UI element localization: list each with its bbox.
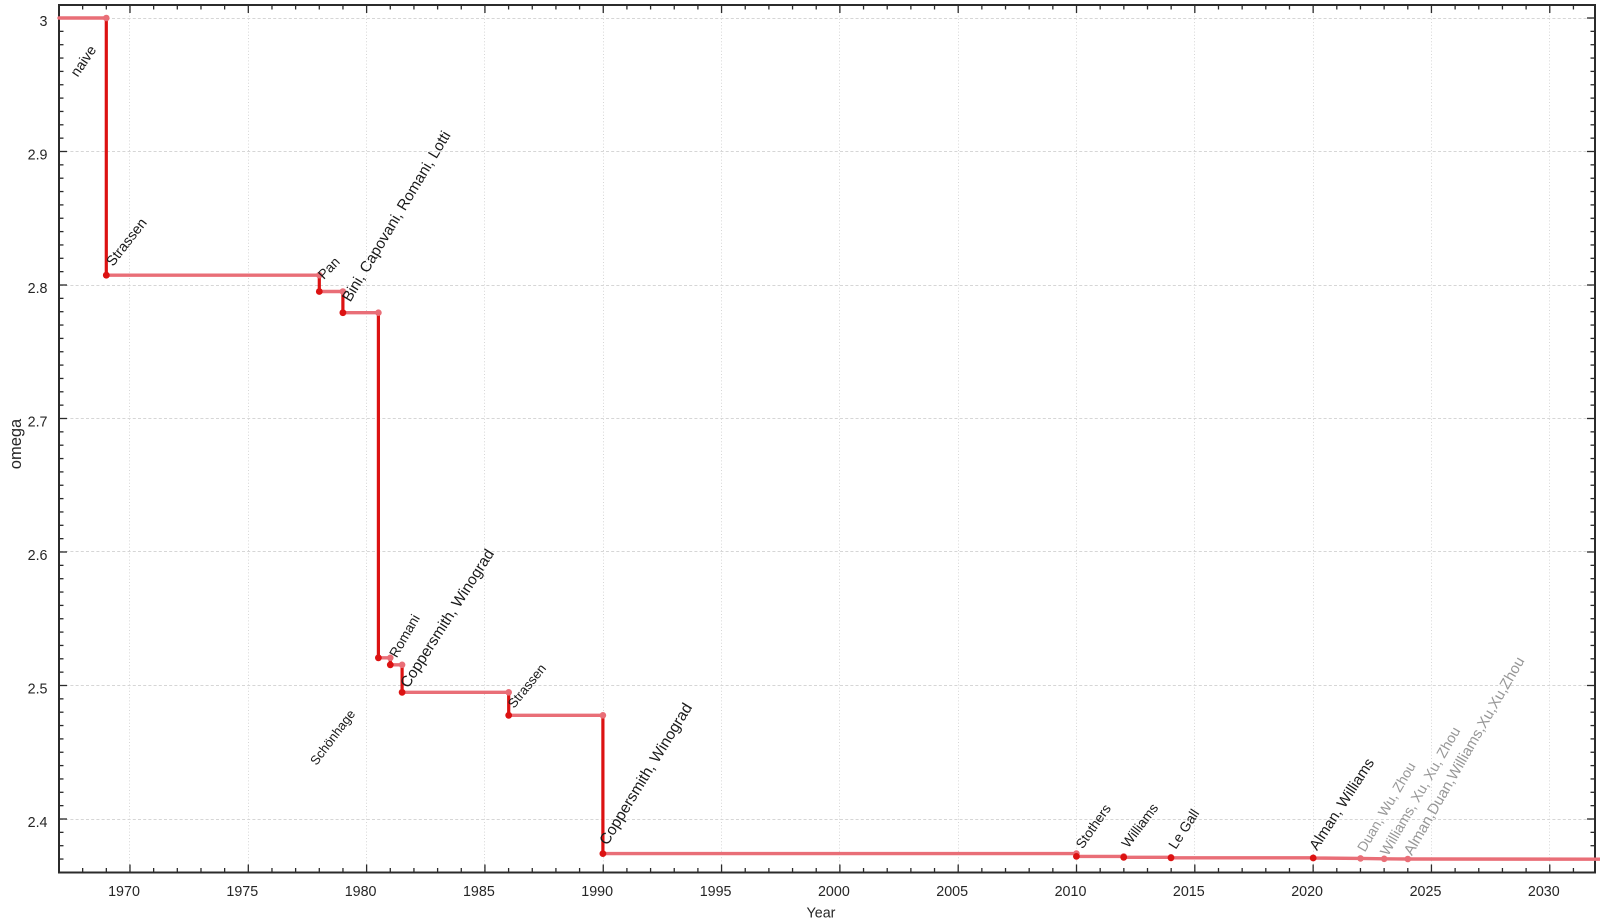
svg-text:2.8: 2.8 [28,281,48,297]
svg-text:2.4: 2.4 [28,815,48,831]
svg-text:1980: 1980 [345,884,377,900]
svg-text:1995: 1995 [700,884,732,900]
svg-text:1985: 1985 [463,884,495,900]
svg-text:2025: 2025 [1410,884,1442,900]
svg-text:2030: 2030 [1528,884,1560,900]
svg-text:2015: 2015 [1173,884,1205,900]
svg-text:1990: 1990 [581,884,613,900]
svg-text:2005: 2005 [936,884,968,900]
svg-text:2.5: 2.5 [28,682,48,698]
svg-text:omega: omega [7,418,25,469]
svg-text:Year: Year [807,906,836,920]
svg-text:3: 3 [40,14,48,30]
svg-text:1975: 1975 [226,884,258,900]
svg-text:2020: 2020 [1291,884,1323,900]
svg-text:1970: 1970 [108,884,140,900]
svg-text:2000: 2000 [818,884,850,900]
svg-text:2.7: 2.7 [28,415,48,431]
svg-text:2010: 2010 [1055,884,1087,900]
svg-text:2.6: 2.6 [28,548,48,564]
svg-text:2.9: 2.9 [28,148,48,164]
